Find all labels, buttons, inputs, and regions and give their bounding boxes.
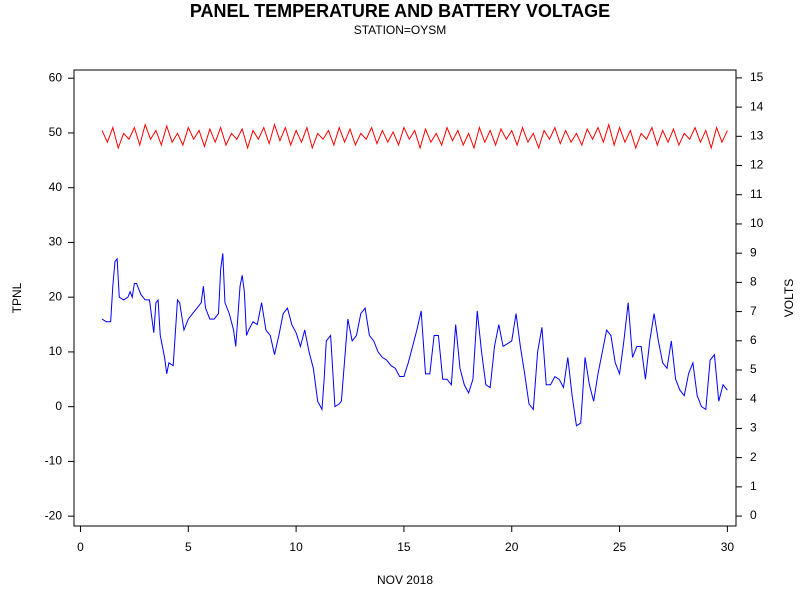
y-tick-label: 30 [49,235,63,249]
y2-tick-label: 8 [750,275,757,289]
x-tick-label: 0 [77,540,84,554]
x-axis-label: NOV 2018 [377,573,433,587]
y2-tick-label: 6 [750,333,757,347]
y2-tick-label: 15 [750,70,764,84]
chart-title: PANEL TEMPERATURE AND BATTERY VOLTAGE [190,1,610,21]
x-tick-label: 15 [397,540,411,554]
data-line [101,122,728,150]
y2-tick-label: 0 [750,508,757,522]
y2-tick-label: 13 [750,128,764,142]
y-tick-label: 40 [49,180,63,194]
y2-tick-label: 7 [750,304,757,318]
x-tick-label: 30 [721,540,735,554]
x-tick-label: 20 [505,540,519,554]
y-axis-label: TPNL [10,282,24,313]
data-line [101,253,728,427]
chart-subtitle: STATION=OYSM [354,23,447,37]
y2-tick-label: 5 [750,362,757,376]
y-tick-label: 50 [49,125,63,139]
y2-tick-label: 1 [750,479,757,493]
x-tick-label: 10 [289,540,303,554]
y-tick-label: -20 [45,508,63,522]
y2-tick-label: 3 [750,421,757,435]
y-tick-label: 0 [55,399,62,413]
y-tick-label: 60 [49,70,63,84]
y2-axis-label: VOLTS [782,279,796,317]
y2-tick-label: 9 [750,245,757,259]
y2-tick-label: 12 [750,158,764,172]
y-tick-label: 20 [49,289,63,303]
y2-tick-label: 10 [750,216,764,230]
y-tick-label: 10 [49,344,63,358]
y2-tick-label: 4 [750,391,757,405]
y2-tick-label: 11 [750,187,763,201]
y-tick-label: -10 [45,454,63,468]
x-tick-label: 5 [185,540,192,554]
y2-tick-label: 2 [750,450,757,464]
y2-tick-label: 14 [750,99,764,113]
plot-frame [73,69,737,527]
x-tick-label: 25 [613,540,627,554]
